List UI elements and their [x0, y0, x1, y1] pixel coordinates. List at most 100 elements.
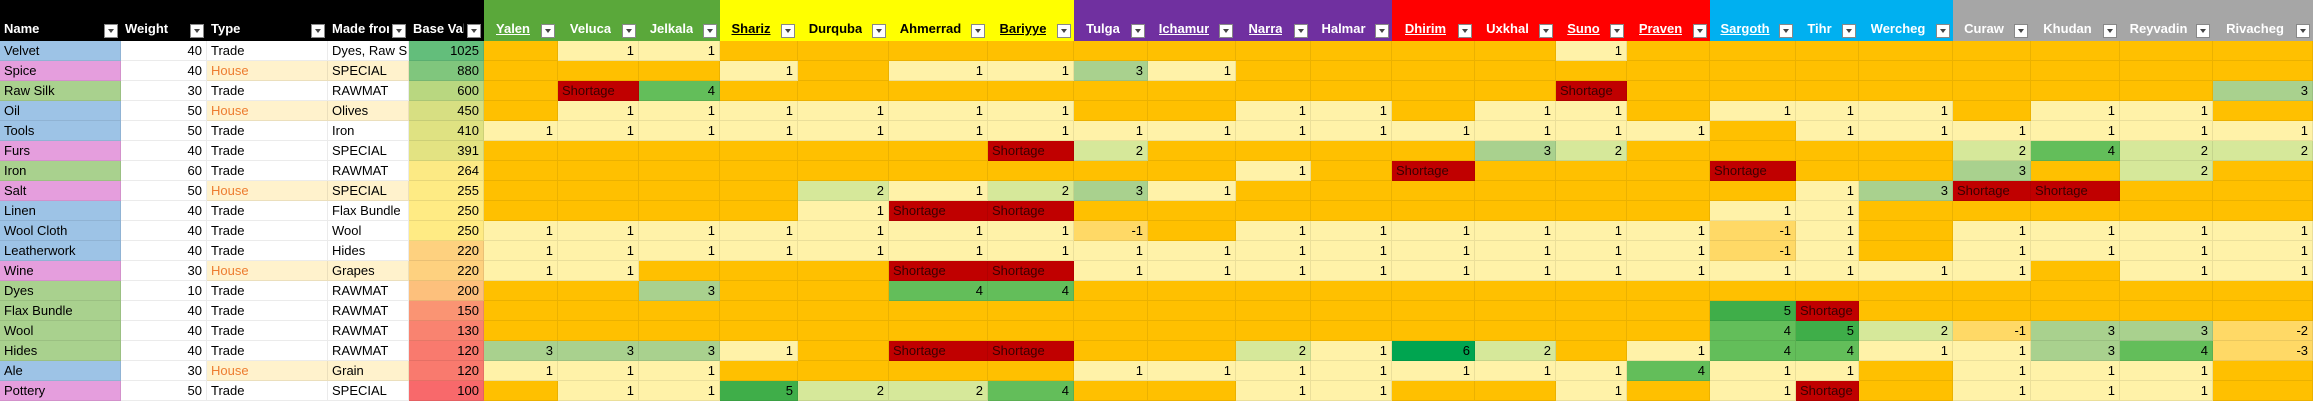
filter-button[interactable]: [1610, 24, 1624, 38]
filter-button[interactable]: [467, 24, 481, 38]
filter-button[interactable]: [1057, 24, 1071, 38]
filter-button[interactable]: [311, 24, 325, 38]
city-cell: [798, 41, 889, 61]
city-cell: [1392, 181, 1475, 201]
filter-button[interactable]: [703, 24, 717, 38]
made-from: Olives: [328, 101, 409, 121]
city-cell: [2031, 81, 2120, 101]
city-cell: 2: [988, 181, 1074, 201]
city-cell: 1: [1953, 121, 2031, 141]
column-header: Sargoth: [1710, 0, 1796, 41]
filter-button[interactable]: [1693, 24, 1707, 38]
header-label: Weight: [125, 21, 169, 36]
city-cell: 3: [2031, 321, 2120, 341]
filter-button[interactable]: [1219, 24, 1233, 38]
filter-button[interactable]: [1842, 24, 1856, 38]
filter-button[interactable]: [622, 24, 636, 38]
column-header: Tihr: [1796, 0, 1859, 41]
city-cell: [1556, 321, 1627, 341]
city-cell: 3: [639, 281, 720, 301]
city-cell: 1: [639, 121, 720, 141]
city-cell: [1392, 101, 1475, 121]
city-cell: [1556, 201, 1627, 221]
made-from: SPECIAL: [328, 61, 409, 81]
filter-button[interactable]: [2014, 24, 2028, 38]
city-cell: 1: [484, 221, 558, 241]
city-cell: 3: [1074, 181, 1148, 201]
type: Trade: [207, 221, 328, 241]
city-cell: [1859, 201, 1953, 221]
city-cell: [2213, 181, 2313, 201]
city-cell: [720, 201, 798, 221]
city-cell: 1: [1074, 121, 1148, 141]
city-cell: 1: [1236, 261, 1311, 281]
city-cell: 5: [1710, 301, 1796, 321]
column-header: Jelkala: [639, 0, 720, 41]
filter-button[interactable]: [2296, 24, 2310, 38]
city-cell: 1: [889, 221, 988, 241]
filter-button[interactable]: [781, 24, 795, 38]
city-cell: 1: [1236, 101, 1311, 121]
filter-button[interactable]: [1539, 24, 1553, 38]
city-cell: [1236, 301, 1311, 321]
city-cell: 1: [1148, 181, 1236, 201]
city-cell: 1: [988, 121, 1074, 141]
city-cell: [1953, 41, 2031, 61]
city-cell: 1: [1859, 101, 1953, 121]
filter-button[interactable]: [971, 24, 985, 38]
city-cell: 1: [1392, 221, 1475, 241]
city-cell: [1074, 161, 1148, 181]
city-cell: 1: [1796, 361, 1859, 381]
type: House: [207, 181, 328, 201]
filter-button[interactable]: [104, 24, 118, 38]
city-cell: [1796, 81, 1859, 101]
base-value: 880: [409, 61, 484, 81]
city-cell: [1475, 181, 1556, 201]
filter-button[interactable]: [1375, 24, 1389, 38]
city-cell: [639, 181, 720, 201]
filter-button[interactable]: [541, 24, 555, 38]
city-cell: [1236, 61, 1311, 81]
city-cell: 1: [1475, 121, 1556, 141]
city-cell: [2213, 301, 2313, 321]
city-cell: [1859, 141, 1953, 161]
city-cell: 1: [2120, 221, 2213, 241]
city-cell: [639, 301, 720, 321]
city-cell: 1: [720, 121, 798, 141]
city-cell: Shortage: [889, 341, 988, 361]
filter-button[interactable]: [1936, 24, 1950, 38]
city-cell: [720, 281, 798, 301]
city-cell: [1953, 81, 2031, 101]
city-cell: Shortage: [1392, 161, 1475, 181]
city-cell: 1: [1148, 121, 1236, 141]
filter-button[interactable]: [872, 24, 886, 38]
filter-button[interactable]: [1294, 24, 1308, 38]
city-cell: 1: [639, 41, 720, 61]
column-header: Narra: [1236, 0, 1311, 41]
city-cell: [639, 261, 720, 281]
city-cell: 1: [639, 361, 720, 381]
filter-button[interactable]: [1131, 24, 1145, 38]
filter-button[interactable]: [2196, 24, 2210, 38]
filter-button[interactable]: [392, 24, 406, 38]
column-header: Shariz: [720, 0, 798, 41]
header-label: Veluca: [569, 21, 612, 36]
column-header: Rivacheg: [2213, 0, 2313, 41]
city-cell: [484, 321, 558, 341]
city-cell: [1475, 381, 1556, 401]
filter-button[interactable]: [1458, 24, 1472, 38]
city-cell: 1: [1311, 261, 1392, 281]
city-cell: [889, 81, 988, 101]
city-cell: [1475, 281, 1556, 301]
city-cell: [1953, 201, 2031, 221]
filter-button[interactable]: [1779, 24, 1793, 38]
type: Trade: [207, 81, 328, 101]
city-cell: [1236, 141, 1311, 161]
filter-button[interactable]: [190, 24, 204, 38]
city-cell: [1236, 181, 1311, 201]
city-cell: 4: [1627, 361, 1710, 381]
city-cell: 1: [1556, 101, 1627, 121]
filter-button[interactable]: [2103, 24, 2117, 38]
city-cell: 1: [798, 101, 889, 121]
city-cell: [1148, 101, 1236, 121]
